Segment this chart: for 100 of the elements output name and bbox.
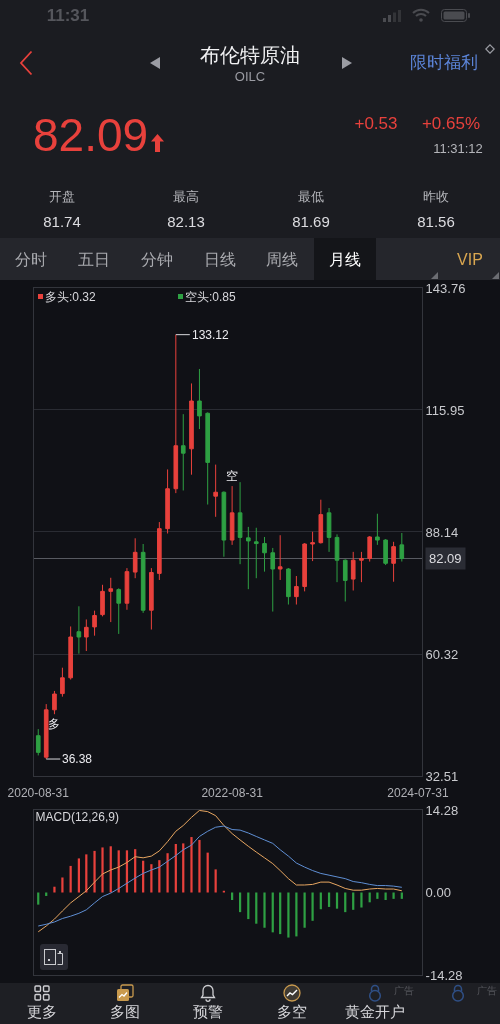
candlestick [253,527,259,579]
candlestick [157,521,162,581]
candlestick [165,468,170,534]
annotation: 多头:0.32 [45,290,96,304]
bar [295,892,298,937]
candlestick [205,411,211,506]
candlestick [116,587,122,635]
chart-title: MACD(12,26,9) [35,809,119,824]
candlestick [76,605,82,655]
ref-line-label: 82.09 [429,551,462,566]
x-tick-label: 2020-08-31 [7,786,70,801]
y-tick-label: 14.28 [425,802,459,818]
y-tick-label: 115.95 [425,402,465,418]
candlestick [124,567,130,611]
line-series [37,825,403,927]
candlestick [286,567,291,606]
text: 黄金开户 [345,1003,405,1021]
y-tick-label: 88.14 [425,524,459,540]
candlestick [294,575,299,606]
text: 昨收 [423,188,449,205]
y-tick-label: 32.51 [425,768,459,784]
candlestick [302,542,307,592]
text: 11:31:12 [433,140,483,157]
text: 多图 [110,1003,140,1021]
candlestick [92,610,97,637]
x-tick-label: 2024-07-31 [387,786,450,801]
text: 月线 [329,250,361,270]
candlestick [229,485,235,546]
annotation: 36.38 [62,752,93,766]
text: 81.74 [43,213,81,231]
candlestick [173,334,179,494]
y-tick-label: 60.32 [425,646,459,662]
candlestick [52,690,57,715]
bar [198,839,201,893]
text: 布伦特原油 [200,43,300,67]
candlestick [245,526,251,590]
bar [287,892,290,938]
candlestick [262,536,267,573]
candlestick [197,368,202,430]
text: 周线 [266,250,298,270]
candlestick [375,513,380,546]
text: 日线 [204,250,236,270]
candlestick [350,551,356,591]
text: 五日 [78,250,110,270]
text: 分时 [15,250,47,270]
annotation: 空 [226,469,238,483]
bar [376,892,379,899]
text: +0.65% [421,114,481,134]
candlestick [334,533,340,583]
annotation: 133.12 [192,328,230,342]
candlestick [140,543,146,614]
text: 预警 [193,1003,223,1021]
bar [166,853,169,893]
text: 82.13 [167,213,205,231]
bar [392,892,395,899]
candlestick [43,703,49,760]
bar [69,865,72,893]
bar [61,877,64,893]
x-tick-label: 2022-08-31 [201,786,264,801]
candlestick [221,490,227,558]
candlestick [270,547,276,613]
candlestick [318,499,324,545]
candlestick [180,413,186,491]
candlestick [68,625,73,681]
bar [190,837,193,893]
bar [263,892,266,928]
bar [53,886,56,893]
candlestick [237,481,243,565]
candlestick [342,558,348,602]
candlestick [277,534,283,581]
text: 最低 [298,188,324,205]
y-tick-label: -14.28 [425,967,463,983]
bar [77,858,80,893]
text: 分钟 [141,250,173,270]
candlestick [84,618,89,652]
text: 81.69 [292,213,330,231]
line-series [37,810,403,933]
candlestick [60,667,65,698]
candlestick [391,541,396,583]
bar [93,850,96,893]
text: 最高 [173,188,199,205]
bar [206,852,209,893]
text: 开盘 [49,188,75,205]
candlestick [359,551,364,583]
candlestick [35,728,41,756]
candlestick [132,537,138,579]
text: 更多 [27,1003,57,1021]
bar [101,847,104,893]
text: VIP [457,250,483,270]
text: 81.56 [417,213,455,231]
candlestick [108,577,114,623]
candlestick [383,538,388,566]
annotation: 空头:0.85 [185,290,236,304]
text: +0.53 [354,114,398,134]
y-tick-label: 0.00 [425,885,451,901]
candlestick [189,382,194,476]
candlestick [310,531,315,562]
candlestick [100,584,105,617]
bar [311,892,314,921]
candlestick [149,567,154,631]
